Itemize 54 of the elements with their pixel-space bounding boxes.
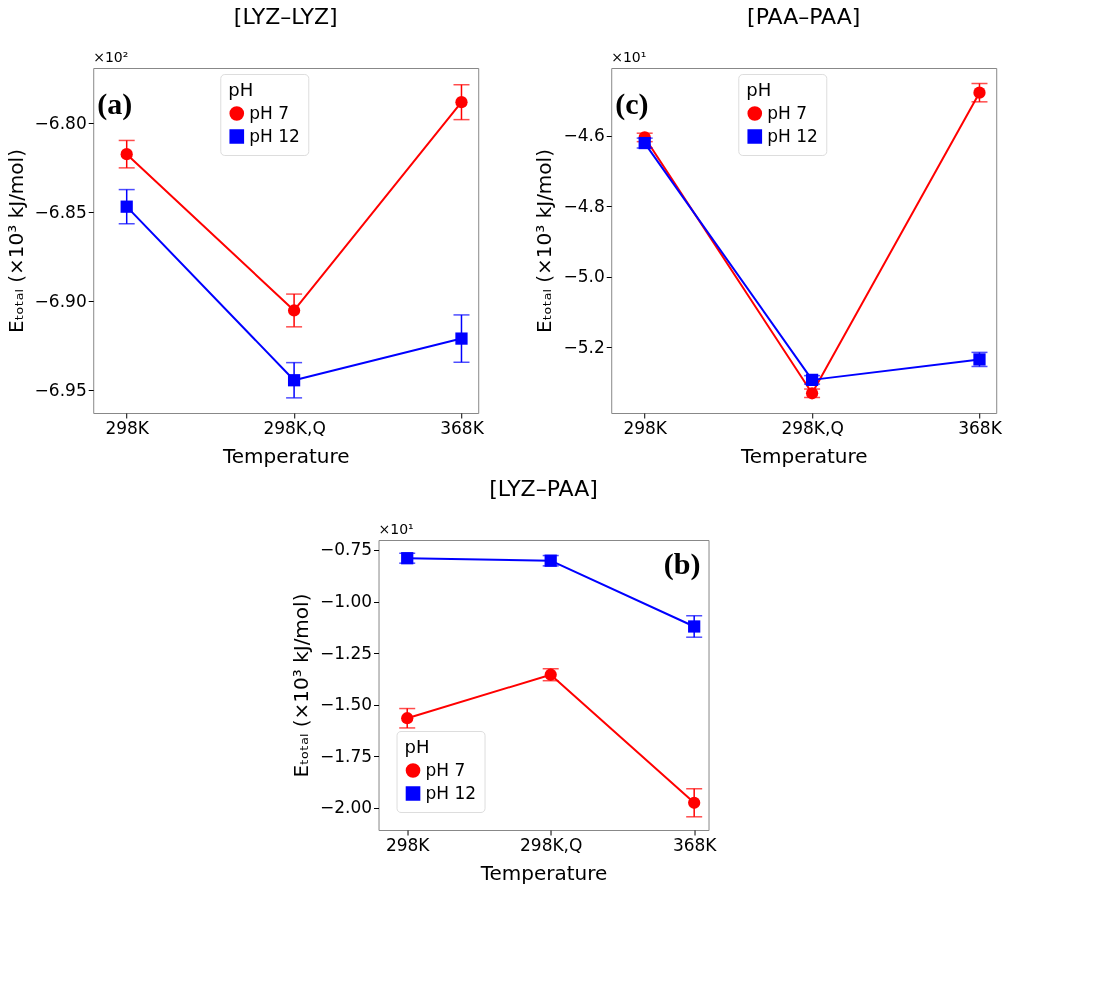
text: ×10¹ (378, 521, 414, 537)
text: ×10¹ (611, 49, 647, 65)
annotation: (a) (97, 87, 133, 121)
text: ×10² (93, 49, 129, 65)
y-tick-label: −5.2 (563, 336, 605, 357)
y-tick-label: −0.75 (319, 539, 373, 560)
x-tick-label: 368K (958, 417, 1003, 438)
legend-label: pH 7 (425, 759, 466, 780)
annotation: (b) (663, 547, 701, 581)
point (401, 712, 414, 725)
y-tick-label: −1.50 (319, 694, 373, 715)
annotation: (c) (615, 87, 649, 121)
y-tick-label: −2.00 (319, 797, 373, 818)
legend-label: pH 7 (767, 102, 808, 123)
chart-title: [LYZ–PAA] (489, 476, 598, 501)
x-tick-label: 298K (385, 834, 431, 855)
x-tick-label: 298K,Q (263, 417, 326, 438)
x-axis-title: Temperature (739, 443, 868, 468)
legend-label: pH 7 (249, 102, 290, 123)
y-axis-title: Eₜₒₜₐₗ (×10³ kJ/mol) (3, 149, 28, 333)
x-tick-label: 368K (672, 834, 718, 855)
legend-label: pH 12 (249, 125, 300, 146)
y-axis-title: Eₜₒₜₐₗ (×10³ kJ/mol) (532, 149, 557, 333)
y-tick-label: −1.00 (319, 591, 373, 612)
chart-title: [PAA–PAA] (747, 4, 861, 29)
legend-label: pH 12 (425, 782, 477, 803)
y-tick-label: −5.0 (563, 266, 605, 287)
x-axis-title: Temperature (479, 860, 608, 885)
legend-label: pH 12 (767, 125, 818, 146)
x-tick-label: 298K,Q (520, 834, 583, 855)
chart-title: [LYZ–LYZ] (233, 4, 338, 29)
x-tick-label: 368K (440, 417, 485, 438)
x-tick-label: 298K,Q (781, 417, 844, 438)
point (287, 374, 301, 387)
point (688, 620, 701, 633)
point (287, 304, 301, 317)
point (120, 148, 133, 161)
y-tick-label: −6.85 (34, 201, 87, 222)
y-tick-label: −6.80 (34, 112, 87, 133)
y-tick-label: −6.95 (34, 379, 87, 400)
point (455, 96, 468, 109)
y-axis-title: Eₜₒₜₐₗ (×10³ kJ/mol) (288, 593, 313, 778)
y-tick-label: −4.6 (563, 125, 605, 146)
y-tick-label: −1.25 (319, 642, 373, 663)
y-tick-label: −1.75 (319, 745, 373, 766)
y-tick-label: −4.8 (563, 195, 605, 216)
legend-title: pH (746, 79, 772, 100)
legend-title: pH (228, 79, 254, 100)
x-axis-title: Temperature (221, 443, 350, 468)
point (688, 796, 701, 809)
y-tick-label: −6.90 (34, 290, 87, 311)
x-tick-label: 298K (105, 417, 150, 438)
x-tick-label: 298K (623, 417, 668, 438)
legend-title: pH (404, 736, 430, 757)
